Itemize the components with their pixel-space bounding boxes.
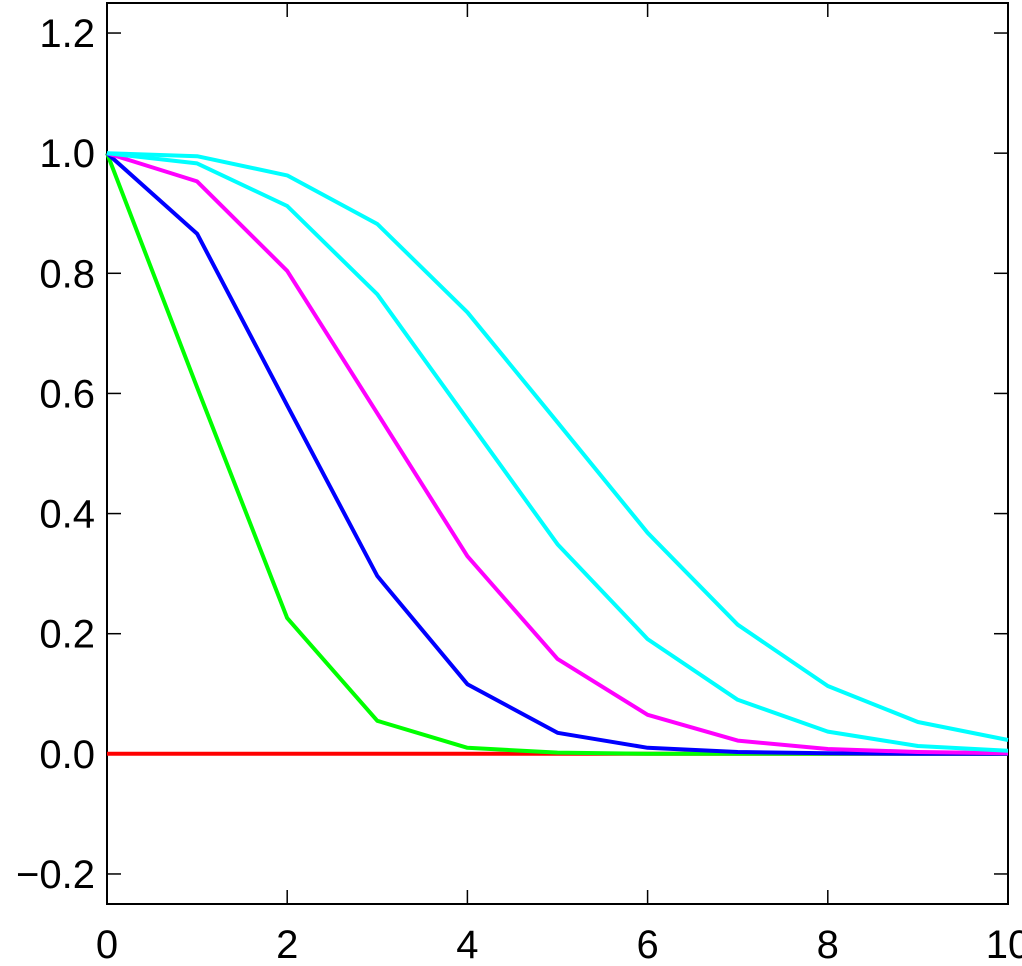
x-tick-label: 6 (636, 923, 658, 966)
x-tick-label: 4 (456, 923, 478, 966)
y-tick-label: 0.8 (39, 252, 95, 296)
series-line (106, 151, 1009, 753)
x-tick-label: 0 (96, 923, 118, 966)
y-tick-label: 1.2 (39, 12, 95, 56)
y-tick-label: 0.4 (39, 493, 95, 537)
x-tick-label: 2 (276, 923, 298, 966)
y-tick-label: 1.0 (39, 132, 95, 176)
series-line (105, 151, 1008, 756)
plot-frame (106, 2, 1009, 905)
x-tick-label: 8 (817, 923, 839, 966)
y-tick-label: 0.2 (39, 613, 95, 657)
series-line (106, 151, 1009, 742)
y-tick-label: 0.6 (39, 372, 95, 416)
x-tick-label: 10 (986, 923, 1022, 966)
y-tick-label: −0.2 (16, 853, 95, 897)
series-line (106, 151, 1009, 756)
series-line (105, 152, 1008, 756)
y-tick-label: 0.0 (39, 733, 95, 777)
